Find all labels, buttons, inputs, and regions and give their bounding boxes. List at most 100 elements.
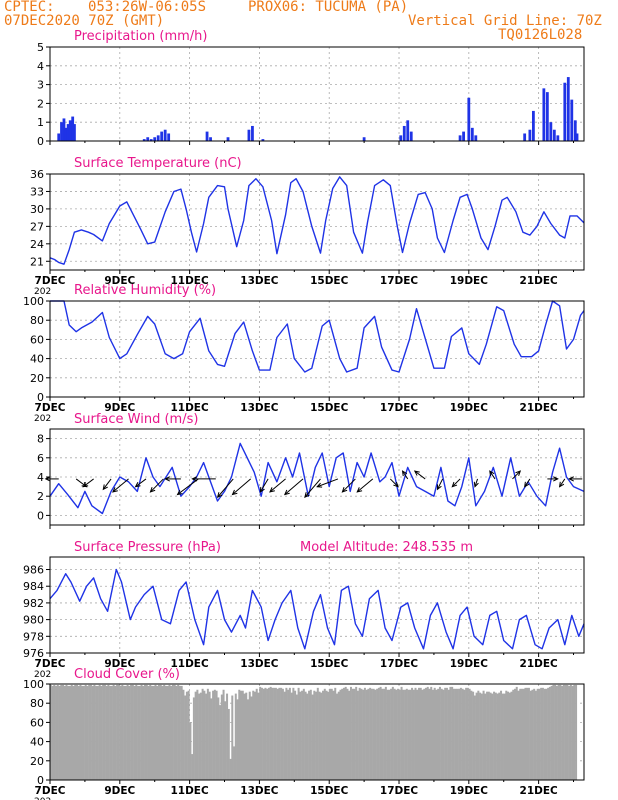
cloud-bar bbox=[463, 689, 466, 780]
cloud-bar bbox=[559, 684, 562, 780]
wind-arrow-shaft bbox=[436, 478, 444, 490]
x-tick-label: 7DEC bbox=[35, 785, 66, 797]
cloud-bar bbox=[334, 687, 337, 780]
cloud-bar bbox=[74, 684, 77, 780]
precipitation-bar bbox=[458, 135, 462, 141]
cloud-bar bbox=[522, 688, 525, 780]
cloud-bar bbox=[91, 685, 94, 780]
precipitation-bar bbox=[71, 116, 75, 141]
cloud-bar bbox=[299, 691, 302, 780]
cloud-bar bbox=[452, 688, 455, 780]
precipitation-bar bbox=[209, 137, 212, 141]
cloud-frame bbox=[49, 683, 585, 781]
cloud-bar bbox=[494, 692, 497, 780]
cloud-bar bbox=[520, 688, 523, 780]
cloud-bar bbox=[295, 694, 298, 780]
header-grid-note: Vertical Grid Line: 70Z bbox=[408, 13, 602, 29]
wind-arrow-head bbox=[304, 492, 310, 498]
cloud-bar bbox=[526, 687, 529, 780]
x-tick-label: 9DEC bbox=[104, 785, 135, 797]
y-tick-label: 80 bbox=[30, 697, 44, 710]
x-tick-label: 11DEC bbox=[170, 402, 209, 414]
pressure-title: Surface Pressure (hPa) bbox=[74, 540, 221, 555]
cloud-bar bbox=[154, 684, 157, 780]
cloud-bar bbox=[175, 685, 178, 780]
cloud-bar bbox=[507, 691, 510, 780]
cloud-bar bbox=[318, 691, 321, 780]
cloud-bar bbox=[550, 685, 553, 780]
cloud-bar bbox=[477, 690, 480, 780]
cloud-bar bbox=[363, 687, 366, 780]
cloud-bar bbox=[562, 684, 565, 780]
wind-vector-arrow bbox=[558, 478, 566, 488]
cloud-bar bbox=[491, 693, 494, 780]
cloud-bar bbox=[538, 688, 541, 780]
y-tick-label: 27 bbox=[30, 220, 44, 233]
cloud-bar bbox=[269, 686, 272, 780]
wind-arrow-head bbox=[191, 476, 198, 482]
cloud-bar bbox=[330, 688, 333, 780]
precipitation-bar bbox=[163, 129, 167, 141]
wind-arrow-shaft bbox=[389, 478, 399, 488]
cloud-bar bbox=[89, 684, 92, 780]
cloud-bar bbox=[267, 687, 270, 780]
cloud-bar bbox=[423, 688, 426, 780]
wind-arrow-shaft bbox=[489, 470, 496, 480]
precipitation-bar bbox=[146, 137, 150, 141]
cloud-bar bbox=[138, 685, 141, 780]
precipitation-bar bbox=[542, 88, 546, 141]
precipitation-title: Precipitation (mm/h) bbox=[74, 29, 208, 44]
wind-arrow-head bbox=[283, 489, 290, 496]
wind-arrow-head bbox=[259, 486, 265, 493]
cloud-bar bbox=[151, 685, 154, 780]
x-tick-label: 11DEC bbox=[170, 658, 209, 670]
x-tick-label: 19DEC bbox=[450, 275, 489, 287]
cloud-bar bbox=[487, 691, 490, 780]
cloud-bar bbox=[466, 687, 469, 780]
cloud-bar bbox=[398, 689, 401, 780]
precipitation-bar bbox=[149, 139, 153, 141]
precipitation-bar bbox=[73, 124, 76, 141]
cloud-bar bbox=[213, 689, 216, 780]
cloud-bar bbox=[365, 689, 368, 780]
cloud-bar bbox=[88, 684, 91, 780]
cloud-bar bbox=[117, 684, 120, 780]
header-org: CPTEC: bbox=[4, 0, 55, 15]
wind-vector-arrow bbox=[134, 478, 147, 488]
cloud-bar bbox=[145, 684, 148, 780]
wind-vector-arrow bbox=[389, 478, 399, 488]
cloud-bar bbox=[302, 688, 305, 780]
wind-arrow-head bbox=[451, 481, 458, 488]
cloud-bar bbox=[184, 695, 187, 780]
cloud-bar bbox=[274, 687, 277, 780]
precipitation-bar bbox=[160, 131, 164, 141]
cloud-bar bbox=[503, 693, 506, 780]
cloud-bar bbox=[236, 699, 239, 780]
cloud-bar bbox=[510, 691, 513, 780]
y-tick-label: 3 bbox=[37, 79, 44, 92]
cloud-bar bbox=[287, 689, 290, 780]
cloud-bar bbox=[325, 690, 328, 780]
humidity-title: Relative Humidity (%) bbox=[74, 283, 217, 298]
cloud-bar bbox=[182, 689, 185, 780]
cloud-bar bbox=[133, 685, 136, 780]
cloud-bar bbox=[484, 693, 487, 780]
y-tick-label: 986 bbox=[23, 564, 44, 577]
wind-vector-arrow bbox=[568, 476, 583, 482]
cloud-bar bbox=[103, 684, 106, 780]
cloud-bar bbox=[152, 685, 155, 780]
cloud-bar bbox=[234, 693, 237, 780]
y-tick-label: 21 bbox=[30, 255, 44, 268]
cloud-bar bbox=[67, 685, 70, 780]
cloud-bar bbox=[271, 687, 274, 780]
precipitation-bar bbox=[409, 131, 413, 141]
cloud-bar bbox=[482, 690, 485, 780]
precipitation-bar bbox=[545, 92, 549, 141]
wind-arrow-shaft bbox=[269, 478, 286, 493]
precipitation-bar bbox=[399, 135, 403, 141]
cloud-bar bbox=[255, 688, 258, 780]
cloud-bar bbox=[349, 686, 352, 780]
wind-arrow-shaft bbox=[559, 478, 566, 487]
cloud-bar bbox=[397, 688, 400, 780]
cloud-bar bbox=[541, 687, 544, 780]
